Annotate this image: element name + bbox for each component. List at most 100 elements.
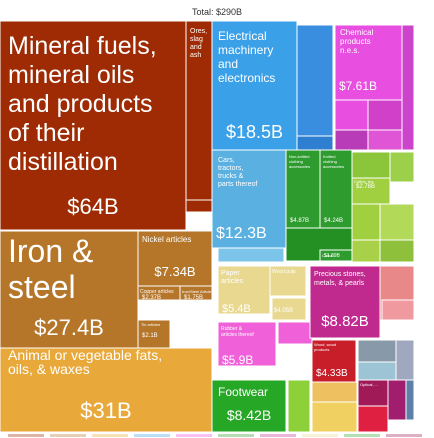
treemap-tile-minor[interactable] — [277, 321, 313, 345]
treemap-tile-label: n.e.s. — [340, 46, 360, 55]
treemap-tile-value: $2.1B — [142, 333, 158, 339]
treemap-tile-copper-articles[interactable]: Copper articles$2.37B — [137, 285, 181, 301]
treemap-tile-iron-steel-articles[interactable]: Iron/Steel Articles$1.75B — [179, 285, 213, 301]
treemap-tile-rubber-articles-thereof[interactable]: Rubber &articles thereof $5.9B — [217, 321, 277, 367]
treemap-tile-minor[interactable] — [185, 199, 213, 213]
treemap-tile-rect[interactable] — [311, 339, 357, 383]
treemap-tile-minor[interactable] — [296, 135, 334, 151]
treemap-tile-minor[interactable] — [334, 129, 369, 151]
treemap-tile-minor[interactable] — [357, 361, 397, 381]
treemap-tile-minor[interactable] — [351, 203, 381, 241]
treemap-tile-label: machinery — [218, 43, 273, 57]
treemap-tile-minor[interactable] — [405, 379, 415, 421]
treemap-tile-minor[interactable] — [357, 405, 389, 433]
treemap-tile-label: Knitted — [323, 154, 335, 159]
legend-swatch — [386, 434, 422, 437]
legend-swatch — [218, 434, 254, 437]
treemap-tile-label: Nickel articles — [142, 235, 191, 244]
treemap-tile-value: $8.82B — [321, 313, 369, 330]
treemap-tile-rect[interactable] — [0, 347, 213, 433]
treemap-tile-minor[interactable] — [401, 24, 415, 151]
legend-swatch — [260, 434, 296, 437]
treemap-tile-value: $12.3B — [216, 225, 267, 242]
treemap-tile-rect[interactable] — [334, 24, 403, 101]
treemap-tile-label: Cars, — [218, 157, 235, 164]
treemap-tile-minor[interactable] — [381, 299, 415, 321]
treemap-tile-value: $2.37B — [142, 295, 161, 301]
treemap-tile-value: $1.89B — [324, 253, 341, 259]
treemap-tile-label: Chemical — [340, 28, 374, 37]
treemap-tile-rect[interactable] — [319, 249, 353, 262]
treemap-tile-value: $4.87B — [290, 218, 309, 224]
treemap-tile-minor[interactable] — [389, 151, 415, 183]
treemap-tile-rect[interactable] — [357, 379, 389, 407]
treemap-tile-tin-articles[interactable]: Tin articles $2.1B — [137, 319, 171, 349]
treemap-tile-minor[interactable] — [351, 151, 391, 179]
treemap-tile-rect[interactable] — [319, 149, 353, 229]
treemap-tile-label: Rubber & — [221, 326, 243, 332]
treemap-tile-label: trucks & — [218, 173, 244, 180]
treemap-tile-minor[interactable] — [334, 99, 369, 131]
treemap-tile-rect[interactable] — [351, 177, 391, 205]
treemap-tile-value: $2.78B — [356, 184, 375, 190]
treemap-tile-footwear[interactable]: Footwear $8.42B — [211, 379, 287, 433]
treemap-tile-minor[interactable] — [287, 379, 311, 433]
treemap-tile-rect[interactable] — [137, 319, 171, 349]
treemap-tile-minor[interactable] — [379, 239, 415, 263]
treemap-tile-rect[interactable] — [211, 149, 287, 249]
treemap-tile-rect[interactable] — [0, 20, 187, 231]
treemap-tile-optical[interactable]: Optical, ... — [357, 379, 389, 407]
treemap-tile-label: of their — [8, 119, 84, 147]
treemap-tile-wood-pulp[interactable]: Wood pulp $4.05B — [269, 265, 307, 314]
legend-swatch — [50, 434, 86, 437]
treemap-tile-minor[interactable] — [357, 339, 397, 363]
treemap-tile-rect[interactable] — [185, 20, 213, 201]
treemap-tile-label: products — [314, 347, 329, 352]
treemap-tile-rect[interactable] — [309, 265, 381, 339]
treemap-tile-rect[interactable] — [179, 285, 213, 301]
treemap-tile-cotton[interactable]: Cotton$1.89B — [319, 249, 353, 262]
treemap-tile-animal-or-vegetable-fats-oils-waxes[interactable]: Animal or vegetable fats,oils, & waxes $3… — [0, 347, 213, 433]
treemap-tile-minor[interactable] — [367, 129, 403, 151]
treemap-tile-label: Footwear — [218, 385, 268, 399]
treemap-tile-rect[interactable] — [0, 230, 139, 349]
legend-swatch — [92, 434, 128, 437]
treemap-tile-minor[interactable] — [217, 247, 285, 263]
treemap-tile-minor[interactable] — [351, 239, 381, 263]
treemap-tile-label: Wood, wood — [314, 342, 336, 347]
treemap-tile-rect[interactable] — [269, 265, 307, 297]
treemap-tile-value: $18.5B — [226, 122, 283, 142]
treemap-tile-label: Wood pulp — [272, 269, 296, 275]
treemap-tile-nickel-articles[interactable]: Nickel articles $7.34B — [137, 230, 213, 287]
treemap-tile-coffee-tea[interactable]: Coffee, tea$2.78B — [351, 177, 391, 205]
treemap-tile-minor[interactable] — [271, 297, 307, 321]
treemap-tile-value: $31B — [80, 398, 131, 423]
treemap-tile-label: ash — [190, 52, 201, 59]
treemap-tile-rect[interactable] — [211, 379, 287, 433]
treemap-tile-precious-stones-metals-pearls[interactable]: Precious stones, metals, & pearls $8.82B — [309, 265, 381, 339]
treemap-tile-minor[interactable] — [395, 339, 415, 381]
treemap-tile-label: and — [190, 44, 202, 51]
treemap-tile-cars-tractors-trucks-parts-thereof[interactable]: Cars,tractors,trucks &parts thereof $12.3… — [211, 149, 287, 249]
treemap-tile-minor[interactable] — [311, 381, 358, 403]
treemap-tile-rect[interactable] — [211, 20, 298, 151]
treemap-tile-rect[interactable] — [285, 149, 321, 229]
treemap-tile-label: clothing — [289, 159, 303, 164]
treemap-tile-minor[interactable] — [367, 99, 403, 131]
treemap-tile-label: slag — [190, 36, 203, 43]
treemap-tile-iron-steel[interactable]: Iron &steel $27.4B — [0, 230, 139, 349]
treemap-tile-minor[interactable] — [387, 379, 407, 421]
treemap-tile-minor[interactable] — [379, 203, 415, 241]
treemap-tile-rect[interactable] — [137, 230, 213, 287]
treemap-tile-rect[interactable] — [217, 321, 277, 367]
treemap-tile-minor[interactable] — [296, 24, 334, 151]
treemap-tile-minor[interactable] — [311, 401, 358, 433]
